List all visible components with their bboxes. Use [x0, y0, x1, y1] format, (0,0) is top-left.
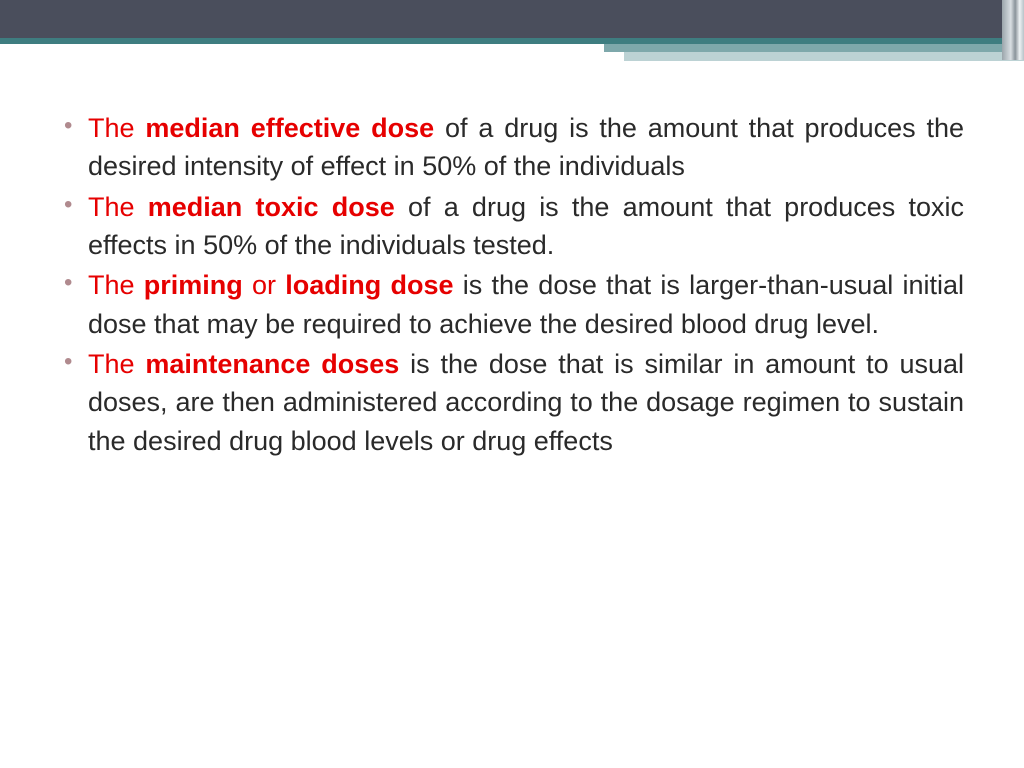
accent-bar-light: [624, 52, 1024, 61]
term-mid: or: [243, 270, 286, 300]
term-prefix: The: [88, 192, 148, 222]
header-accent-bars: [604, 44, 1024, 61]
term-highlight-pre: priming: [144, 270, 243, 300]
term-prefix: The: [88, 270, 144, 300]
term-prefix: The: [88, 113, 145, 143]
list-item: The priming or loading dose is the dose …: [60, 266, 964, 343]
slide-content: The median effective dose of a drug is t…: [0, 44, 1024, 502]
slide-header: [0, 0, 1024, 44]
list-item: The median toxic dose of a drug is the a…: [60, 188, 964, 265]
term-highlight: median toxic dose: [148, 192, 395, 222]
header-dark-band: [0, 0, 1024, 38]
accent-bar-medium: [604, 44, 1024, 52]
list-item: The maintenance doses is the dose that i…: [60, 345, 964, 460]
bullet-list: The median effective dose of a drug is t…: [60, 109, 964, 460]
list-item: The median effective dose of a drug is t…: [60, 109, 964, 186]
header-right-edge: [1002, 0, 1024, 60]
term-highlight-post: loading dose: [285, 270, 453, 300]
term-highlight: maintenance doses: [145, 349, 399, 379]
term-prefix: The: [88, 349, 145, 379]
term-highlight: median effective dose: [145, 113, 434, 143]
